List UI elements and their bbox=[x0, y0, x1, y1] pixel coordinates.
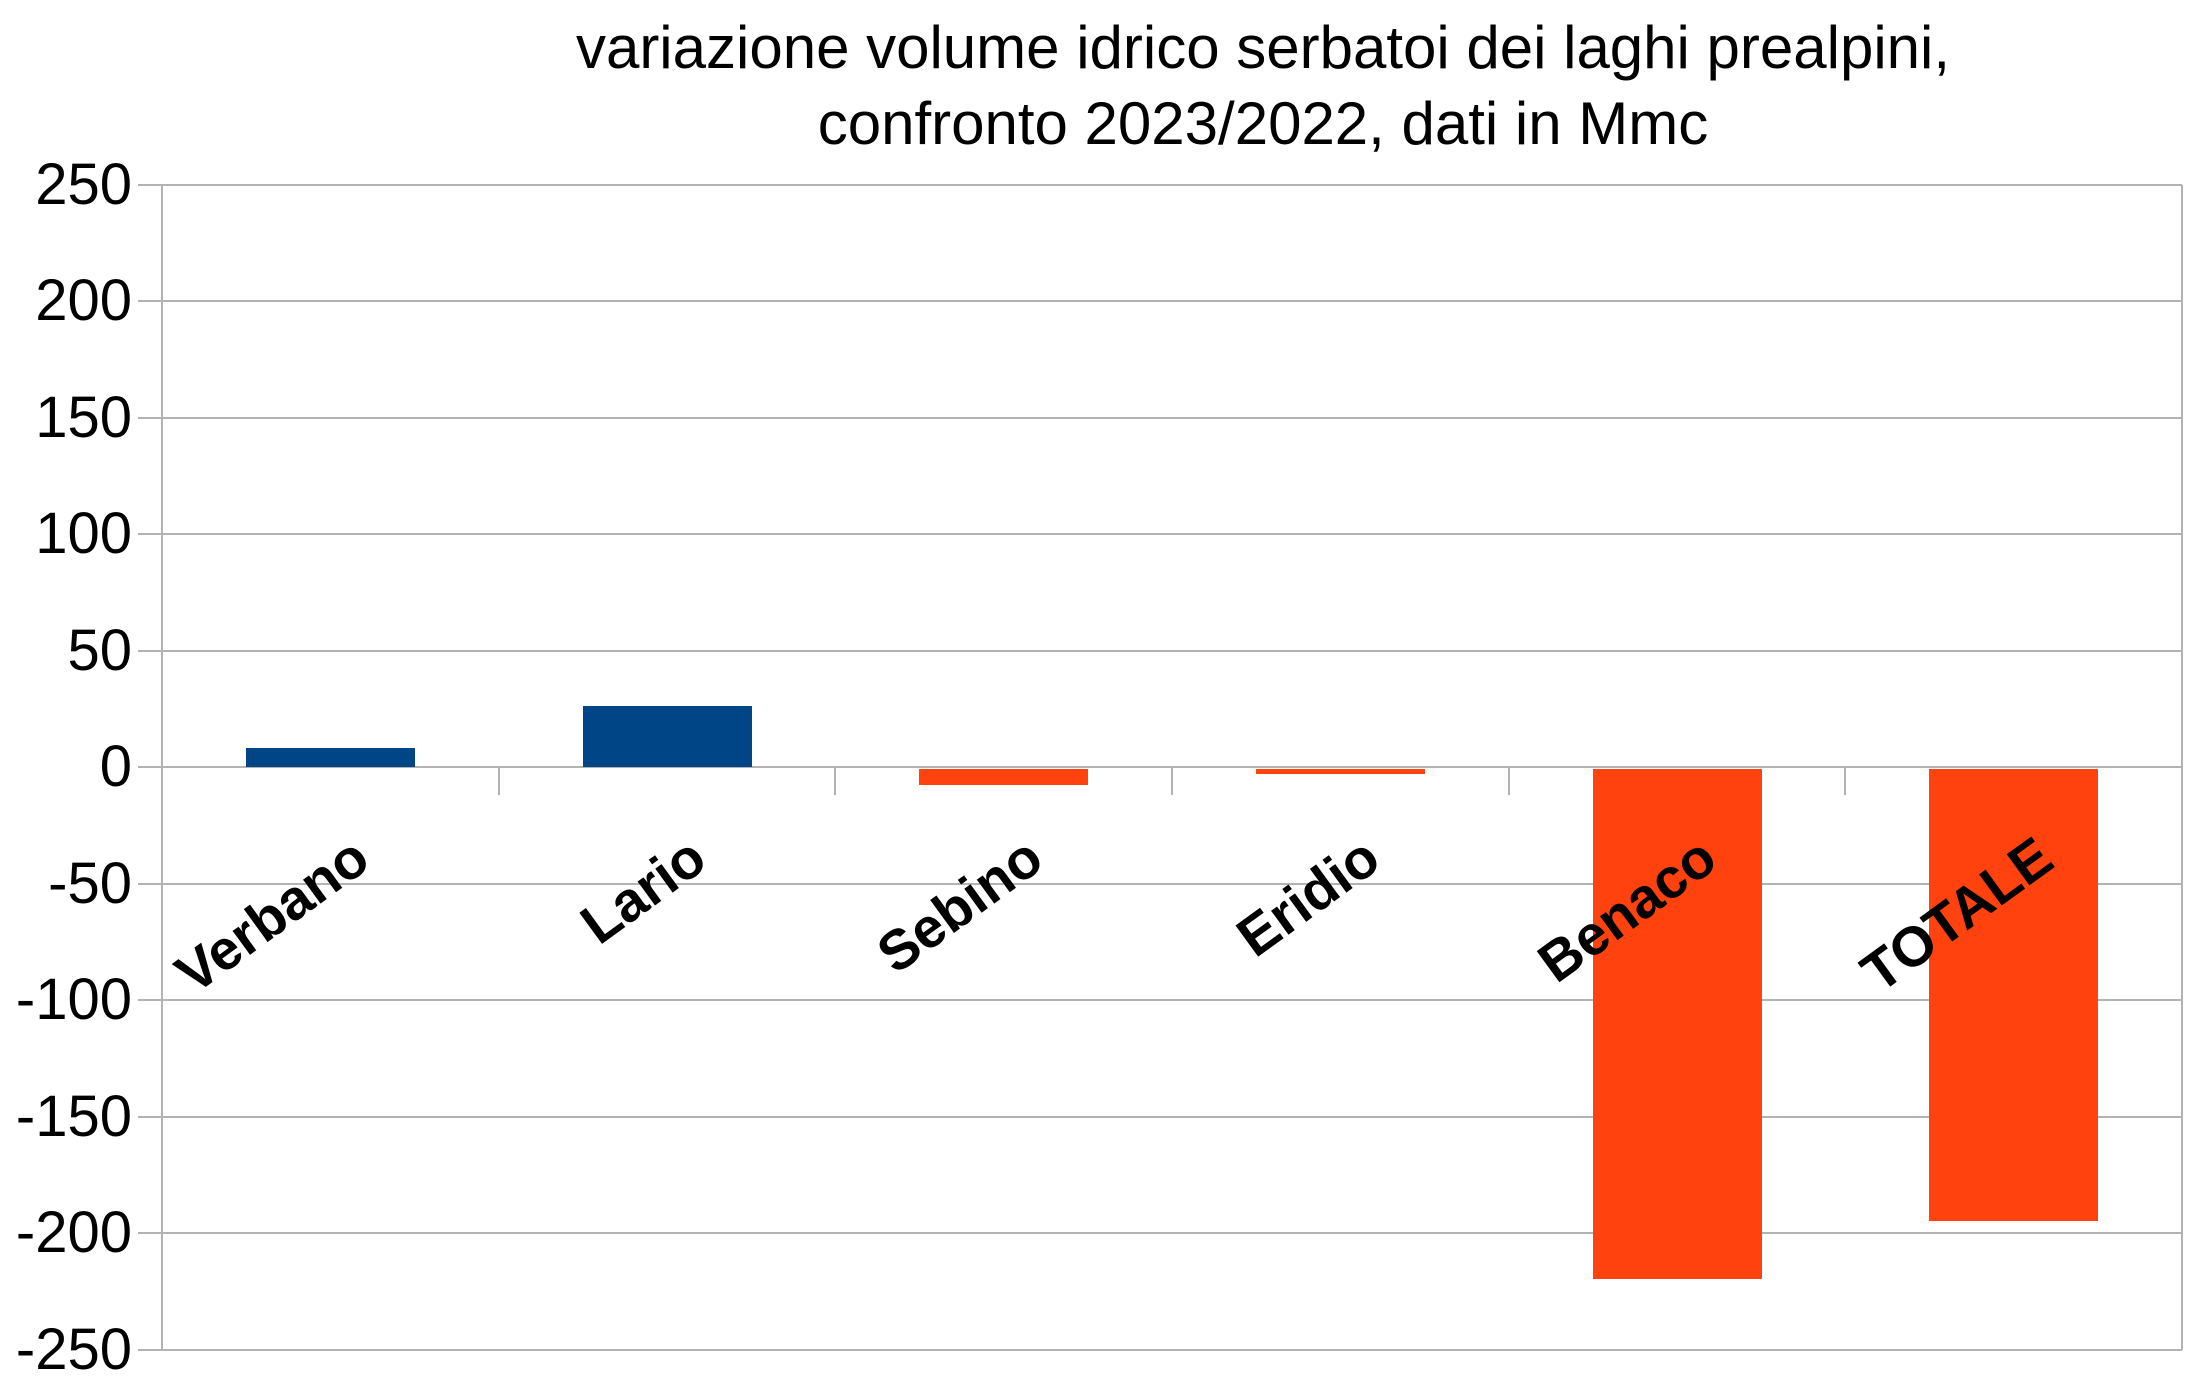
y-axis-label-150: 150 bbox=[35, 384, 132, 450]
y-axis-tick-100 bbox=[138, 533, 162, 535]
gridline--100 bbox=[162, 999, 2182, 1001]
y-axis-label--100: -100 bbox=[15, 967, 132, 1032]
bar-verbano bbox=[245, 748, 415, 767]
category-label-verbano: Verbano bbox=[164, 824, 381, 1006]
y-axis-tick-50 bbox=[138, 649, 162, 652]
y-axis-tick--150 bbox=[138, 1115, 162, 1118]
y-axis-tick--200 bbox=[138, 1232, 162, 1234]
y-axis-label-50: 50 bbox=[67, 617, 132, 683]
y-axis-tick--250 bbox=[138, 1348, 162, 1351]
chart-title-line2: confronto 2023/2022, dati in Mmc bbox=[817, 90, 1709, 157]
y-axis-tick-0 bbox=[138, 766, 162, 768]
y-axis-line bbox=[161, 184, 163, 1350]
x-axis-tick bbox=[1507, 767, 1510, 795]
bar-lario bbox=[582, 706, 752, 767]
gridline-150 bbox=[162, 416, 2182, 419]
y-axis-label-100: 100 bbox=[35, 501, 132, 566]
y-axis-tick-250 bbox=[138, 183, 162, 186]
category-label-eridio: Eridio bbox=[1224, 824, 1391, 969]
y-axis-tick--50 bbox=[138, 882, 162, 885]
plot-right-border bbox=[2181, 184, 2183, 1350]
gridline--50 bbox=[162, 882, 2182, 885]
y-axis-label--250: -250 bbox=[15, 1316, 132, 1382]
x-axis-tick bbox=[1844, 767, 1847, 795]
y-axis-tick-150 bbox=[138, 416, 162, 419]
x-axis-tick bbox=[834, 767, 837, 795]
x-axis-tick bbox=[497, 767, 500, 795]
bar-benaco bbox=[1592, 769, 1762, 1280]
category-label-lario: Lario bbox=[569, 824, 717, 956]
gridline-100 bbox=[162, 533, 2182, 535]
bar-totale bbox=[1929, 769, 2099, 1222]
y-axis-label-0: 0 bbox=[99, 734, 132, 799]
y-axis-label--200: -200 bbox=[15, 1200, 132, 1265]
gridline--200 bbox=[162, 1232, 2182, 1234]
y-axis-label--50: -50 bbox=[48, 850, 132, 916]
category-label-sebino: Sebino bbox=[865, 824, 1054, 986]
gridline--150 bbox=[162, 1115, 2182, 1118]
x-axis-tick bbox=[1171, 767, 1173, 795]
chart-title: variazione volume idrico serbatoi dei la… bbox=[340, 10, 2186, 162]
y-axis-label--150: -150 bbox=[15, 1083, 132, 1149]
y-axis-label-250: 250 bbox=[35, 151, 132, 217]
gridline-50 bbox=[162, 649, 2182, 652]
bar-sebino bbox=[919, 769, 1089, 786]
chart-title-line1: variazione volume idrico serbatoi dei la… bbox=[575, 14, 1951, 81]
gridline-200 bbox=[162, 300, 2182, 302]
y-axis-label-200: 200 bbox=[35, 268, 132, 333]
gridline--250 bbox=[162, 1348, 2182, 1351]
bar-eridio bbox=[1255, 769, 1425, 774]
gridline-250 bbox=[162, 183, 2182, 186]
y-axis-tick--100 bbox=[138, 999, 162, 1001]
y-axis-tick-200 bbox=[138, 300, 162, 302]
